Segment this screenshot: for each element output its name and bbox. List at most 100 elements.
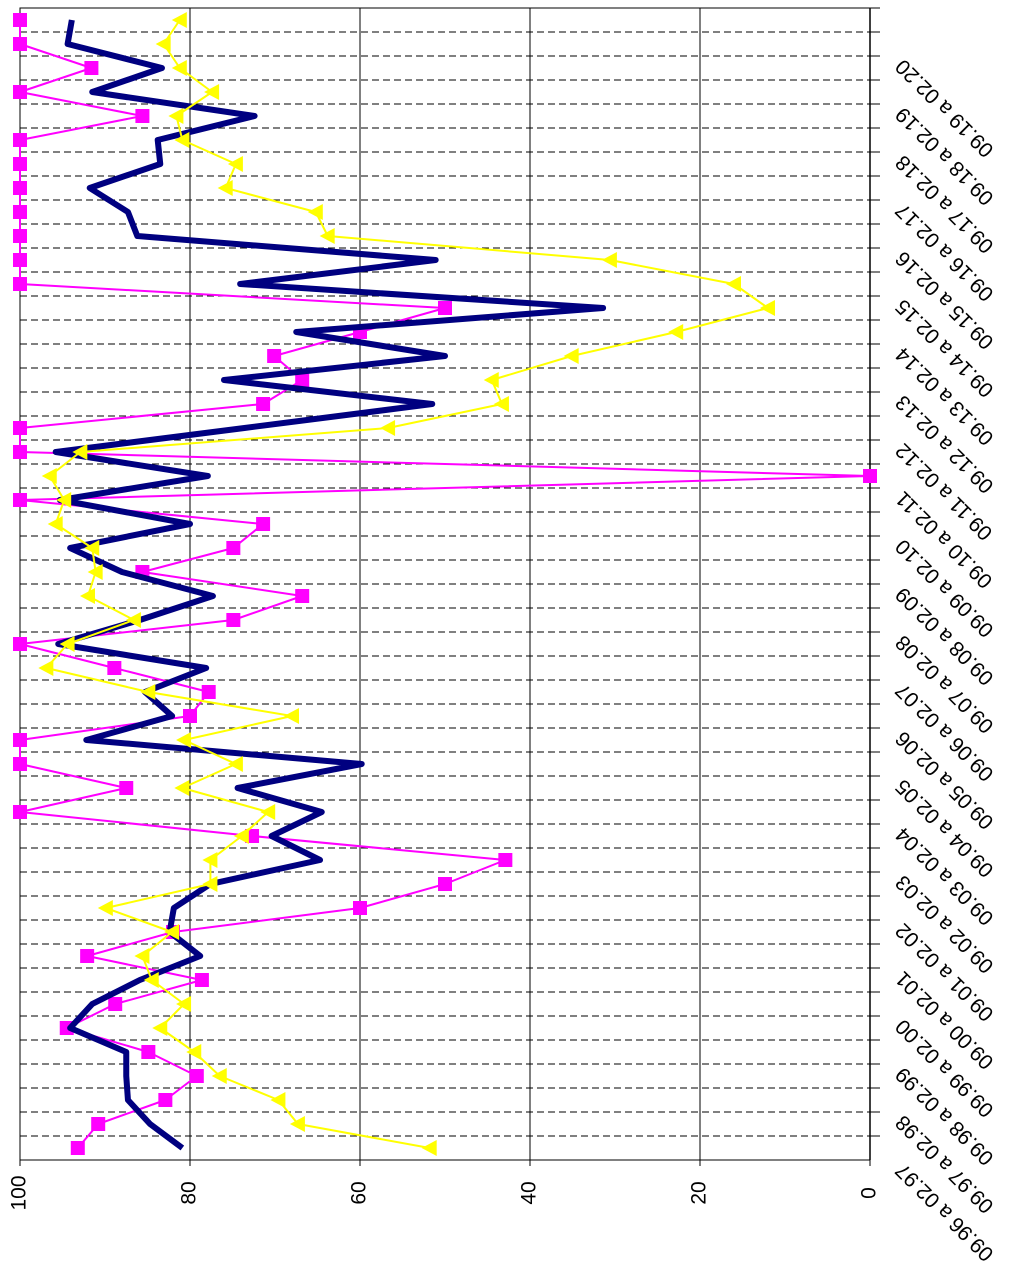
point-marker (108, 997, 123, 1011)
value-tick-label: 20 (688, 1181, 711, 1204)
point-marker (13, 205, 27, 219)
point-marker (295, 373, 310, 387)
point-marker (13, 13, 27, 27)
point-marker (183, 709, 197, 723)
point-marker (226, 613, 241, 627)
point-marker (13, 133, 27, 147)
point-marker (201, 685, 216, 699)
point-marker (56, 492, 72, 508)
point-marker (284, 708, 299, 724)
point-marker (84, 61, 99, 75)
point-marker (107, 661, 122, 675)
point-marker (211, 1068, 227, 1084)
point-marker (189, 1069, 204, 1083)
point-marker (202, 852, 218, 868)
value-tick-label: 80 (178, 1181, 201, 1204)
point-marker (307, 204, 323, 220)
point-marker (186, 1044, 202, 1060)
point-marker (143, 972, 159, 988)
point-marker (289, 1116, 305, 1132)
point-marker (80, 949, 95, 963)
point-marker (87, 564, 103, 580)
point-marker (256, 517, 271, 531)
point-marker (498, 853, 513, 867)
value-tick-label: 0 (858, 1187, 881, 1199)
value-tick-label: 100 (8, 1175, 31, 1210)
point-marker (168, 108, 184, 124)
point-marker (13, 493, 27, 507)
point-marker (260, 804, 276, 820)
point-marker (194, 973, 209, 987)
point-marker (233, 828, 249, 844)
point-marker (152, 1020, 168, 1036)
point-marker (438, 877, 452, 891)
value-tick-label: 40 (518, 1181, 541, 1204)
point-marker (227, 756, 243, 772)
point-marker (91, 1117, 106, 1131)
point-marker (256, 397, 271, 411)
point-marker (421, 1140, 437, 1156)
point-marker (164, 924, 180, 940)
point-marker (13, 253, 27, 267)
point-marker (140, 684, 156, 700)
point-marker (141, 1045, 156, 1059)
point-marker (493, 396, 509, 412)
point-marker (13, 277, 27, 291)
point-marker (267, 349, 282, 363)
point-marker (59, 636, 75, 652)
point-marker (13, 445, 27, 459)
point-marker (158, 1093, 173, 1107)
point-marker (380, 420, 396, 436)
point-marker (119, 781, 134, 795)
point-marker (80, 588, 95, 604)
point-marker (668, 324, 684, 340)
point-marker (171, 12, 187, 28)
point-marker (226, 541, 241, 555)
point-marker (438, 301, 452, 315)
point-marker (760, 300, 775, 316)
point-marker (13, 181, 27, 195)
point-marker (135, 109, 150, 123)
point-marker (483, 372, 499, 388)
point-marker (270, 1092, 286, 1108)
point-marker (13, 805, 27, 819)
point-marker (125, 612, 141, 628)
point-marker (13, 229, 27, 243)
point-marker (155, 36, 171, 52)
point-marker (13, 637, 27, 651)
point-marker (72, 444, 88, 460)
point-marker (97, 900, 113, 916)
point-marker (319, 228, 335, 244)
point-marker (202, 876, 218, 892)
point-marker (47, 516, 63, 532)
value-tick-label: 60 (348, 1181, 371, 1204)
point-marker (41, 468, 57, 484)
point-marker (863, 469, 877, 483)
point-marker (726, 276, 741, 292)
series-line (52, 19, 607, 1151)
point-marker (601, 252, 617, 268)
point-marker (174, 780, 190, 796)
point-marker (353, 901, 367, 915)
point-marker (295, 589, 310, 603)
point-marker (13, 421, 27, 435)
point-marker (38, 660, 54, 676)
point-marker (13, 85, 27, 99)
point-marker (134, 948, 150, 964)
point-marker (563, 348, 579, 364)
point-marker (227, 156, 243, 172)
point-marker (204, 84, 220, 100)
point-marker (176, 732, 192, 748)
point-marker (13, 757, 27, 771)
point-marker (176, 996, 192, 1012)
point-marker (70, 1141, 85, 1155)
point-marker (13, 37, 27, 51)
point-marker (174, 132, 190, 148)
point-marker (13, 733, 27, 747)
point-marker (217, 180, 233, 196)
point-marker (13, 157, 27, 171)
point-marker (171, 60, 187, 76)
point-marker (84, 540, 100, 556)
